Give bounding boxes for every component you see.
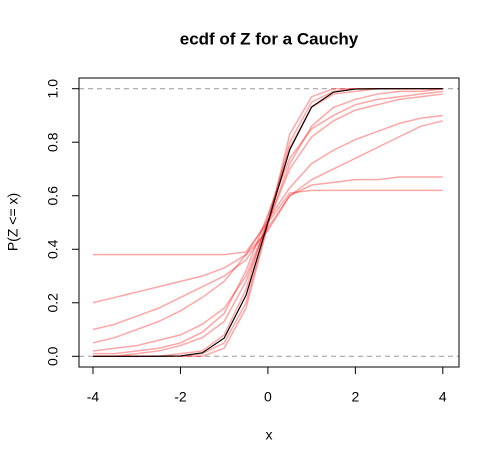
- y-tick-label: 0.6: [45, 186, 61, 206]
- y-tick-label: 0.4: [45, 239, 61, 259]
- ecdf-line: [92, 120, 443, 331]
- ecdf-line: [92, 114, 443, 344]
- x-tick-label: 2: [351, 389, 359, 405]
- ecdf-line: [92, 176, 443, 304]
- x-tick-label: -4: [87, 389, 100, 405]
- ecdf-line: [92, 90, 443, 355]
- y-tick-label: 0.0: [45, 346, 61, 366]
- y-tick-label: 1.0: [45, 79, 61, 99]
- x-tick-label: 4: [439, 389, 447, 405]
- chart-title: ecdf of Z for a Cauchy: [180, 29, 359, 48]
- x-tick-label: -2: [174, 389, 187, 405]
- x-axis-label: x: [266, 427, 273, 443]
- y-tick-label: 0.2: [45, 293, 61, 313]
- y-axis-label: P(Z <= x): [5, 193, 21, 251]
- y-tick-label: 0.8: [45, 132, 61, 152]
- ecdf-line: [92, 88, 443, 357]
- x-tick-label: 0: [264, 389, 272, 405]
